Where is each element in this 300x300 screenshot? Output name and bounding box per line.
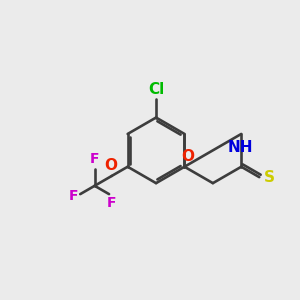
- Text: F: F: [107, 196, 116, 209]
- Text: NH: NH: [227, 140, 253, 155]
- Text: F: F: [68, 188, 78, 203]
- Text: F: F: [90, 152, 99, 167]
- Text: Cl: Cl: [148, 82, 164, 97]
- Text: S: S: [263, 169, 274, 184]
- Text: O: O: [104, 158, 117, 173]
- Text: O: O: [182, 149, 194, 164]
